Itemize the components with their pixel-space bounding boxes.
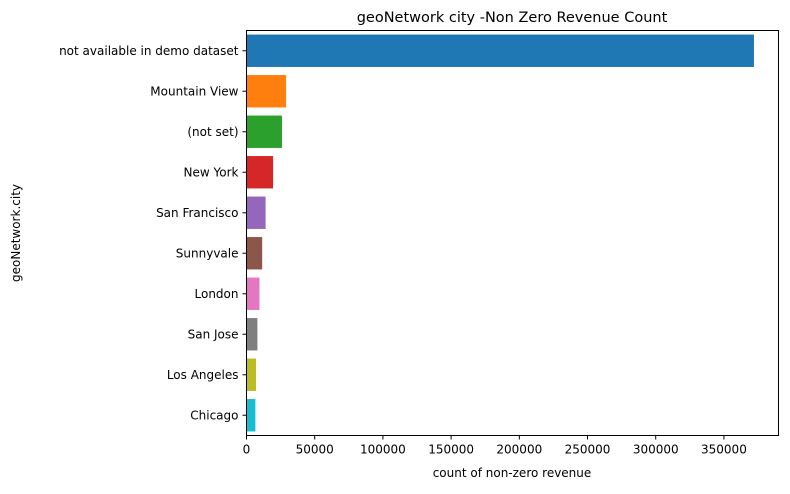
bar-3 [246, 156, 274, 189]
x-axis-label: count of non-zero revenue [433, 466, 592, 480]
y-tick-label-0: not available in demo dataset [59, 44, 239, 58]
y-tick-label-2: (not set) [187, 125, 238, 139]
x-tick-label-4: 200000 [496, 443, 542, 457]
bar-0 [246, 34, 754, 67]
y-tick-label-5: Sunnyvale [176, 246, 239, 260]
bar-5 [246, 237, 263, 270]
y-tick-label-6: London [195, 287, 239, 301]
y-axis-label: geoNetwork.city [9, 184, 23, 282]
bar-7 [246, 318, 258, 351]
y-tick-label-8: Los Angeles [167, 368, 239, 382]
y-tick-label-3: New York [184, 165, 239, 179]
bar-2 [246, 115, 282, 148]
y-tick-label-7: San Jose [188, 327, 239, 341]
x-tick-label-1: 50000 [296, 443, 334, 457]
y-axis-ticks: not available in demo dataset Mountain Vi… [59, 44, 247, 422]
x-tick-label-3: 150000 [428, 443, 474, 457]
x-tick-label-6: 300000 [633, 443, 679, 457]
bar-9 [246, 399, 256, 432]
bar-6 [246, 277, 260, 310]
bar-4 [246, 196, 266, 229]
y-tick-label-1: Mountain View [150, 84, 238, 98]
x-tick-label-5: 250000 [565, 443, 611, 457]
x-tick-label-7: 350000 [701, 443, 747, 457]
chart-title: geoNetwork city -Non Zero Revenue Count [357, 10, 668, 26]
x-axis-ticks: 0 50000 100000 150000 200000 250000 300000 3500… [243, 435, 747, 457]
y-tick-label-4: San Francisco [156, 206, 238, 220]
y-tick-label-9: Chicago [190, 408, 238, 422]
bar-1 [246, 75, 287, 108]
bars-layer [246, 34, 754, 432]
plot-frame [246, 30, 779, 436]
x-tick-label-0: 0 [243, 443, 251, 457]
x-tick-label-2: 100000 [360, 443, 406, 457]
bar-8 [246, 358, 257, 391]
